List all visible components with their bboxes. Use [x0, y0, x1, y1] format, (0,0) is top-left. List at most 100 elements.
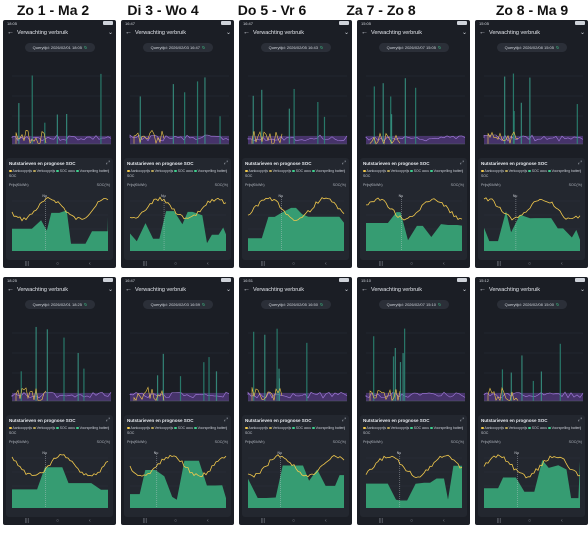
chart-legend: Aankoopprijs Verkoopprijs SOC accu Voors… [245, 169, 347, 179]
back-arrow-icon[interactable]: ← [243, 29, 250, 36]
back-arrow-icon[interactable]: ← [125, 286, 132, 293]
back-icon[interactable]: ‹ [89, 518, 91, 524]
expand-icon[interactable]: ⤢ [223, 417, 228, 423]
now-marker-label: Nu [42, 194, 47, 198]
chevron-down-icon[interactable]: ⌄ [107, 287, 113, 293]
query-time-pill[interactable]: Querytijd: 2026/02/05 16:43 ↻ [261, 43, 331, 52]
back-icon[interactable]: ‹ [325, 261, 327, 267]
chevron-down-icon[interactable]: ⌄ [461, 30, 467, 36]
legend-dot [76, 426, 79, 430]
expand-icon[interactable]: ⤢ [459, 160, 464, 166]
price-trace [15, 387, 47, 401]
refresh-icon[interactable]: ↻ [438, 45, 442, 50]
legend-label: Verkoopprijs [36, 169, 56, 173]
query-time-pill[interactable]: Querytijd: 2026/02/01 18:05 ↻ [25, 43, 95, 52]
back-arrow-icon[interactable]: ← [361, 286, 368, 293]
card-title: Nutstarieven en prognose SOC [127, 418, 194, 423]
expand-icon[interactable]: ⤢ [577, 160, 582, 166]
consumption-spike [35, 326, 37, 401]
recents-icon[interactable]: ||| [25, 261, 29, 267]
chevron-down-icon[interactable]: ⌄ [343, 30, 349, 36]
soc-area [130, 211, 226, 251]
back-icon[interactable]: ‹ [561, 518, 563, 524]
refresh-icon[interactable]: ↻ [556, 45, 560, 50]
home-icon[interactable]: ○ [292, 261, 296, 267]
home-icon[interactable]: ○ [56, 518, 60, 524]
back-arrow-icon[interactable]: ← [479, 286, 486, 293]
refresh-icon[interactable]: ↻ [202, 302, 206, 307]
back-arrow-icon[interactable]: ← [125, 29, 132, 36]
home-icon[interactable]: ○ [292, 518, 296, 524]
recents-icon[interactable]: ||| [497, 518, 501, 524]
home-icon[interactable]: ○ [174, 261, 178, 267]
recents-icon[interactable]: ||| [143, 518, 147, 524]
query-time-pill[interactable]: Querytijd: 2026/02/07 15:05 ↻ [379, 43, 449, 52]
recents-icon[interactable]: ||| [497, 261, 501, 267]
expand-icon[interactable]: ⤢ [341, 160, 346, 166]
back-icon[interactable]: ‹ [207, 261, 209, 267]
refresh-icon[interactable]: ↻ [438, 302, 442, 307]
now-marker-label: Nu [42, 451, 47, 455]
expand-icon[interactable]: ⤢ [105, 160, 110, 166]
query-time-pill[interactable]: Querytijd: 2026/02/05 16:50 ↻ [261, 300, 331, 309]
query-time-pill[interactable]: Querytijd: 2026/02/03 16:59 ↻ [143, 300, 213, 309]
refresh-icon[interactable]: ↻ [556, 302, 560, 307]
expand-icon[interactable]: ⤢ [341, 417, 346, 423]
query-time-pill[interactable]: Querytijd: 2026/02/08 15:00 ↻ [497, 300, 567, 309]
expand-icon[interactable]: ⤢ [577, 417, 582, 423]
chevron-down-icon[interactable]: ⌄ [579, 30, 585, 36]
recents-icon[interactable]: ||| [25, 518, 29, 524]
query-time-pill[interactable]: Querytijd: 2026/02/01 18:25 ↻ [25, 300, 95, 309]
home-icon[interactable]: ○ [174, 518, 178, 524]
recents-icon[interactable]: ||| [143, 261, 147, 267]
refresh-icon[interactable]: ↻ [84, 302, 88, 307]
back-icon[interactable]: ‹ [207, 518, 209, 524]
query-time-pill[interactable]: Querytijd: 2026/02/03 16:47 ↻ [143, 43, 213, 52]
expand-icon[interactable]: ⤢ [105, 417, 110, 423]
home-icon[interactable]: ○ [56, 261, 60, 267]
refresh-icon[interactable]: ↻ [84, 45, 88, 50]
home-icon[interactable]: ○ [410, 261, 414, 267]
back-icon[interactable]: ‹ [561, 261, 563, 267]
chevron-down-icon[interactable]: ⌄ [107, 30, 113, 36]
back-arrow-icon[interactable]: ← [479, 29, 486, 36]
legend-label: Voorspelling batterij SOC [481, 426, 582, 435]
back-arrow-icon[interactable]: ← [243, 286, 250, 293]
right-axis-label: SOC(%) [568, 440, 582, 444]
back-arrow-icon[interactable]: ← [7, 286, 14, 293]
back-icon[interactable]: ‹ [443, 261, 445, 267]
back-arrow-icon[interactable]: ← [361, 29, 368, 36]
expand-icon[interactable]: ⤢ [223, 160, 228, 166]
chart-legend: Aankoopprijs Verkoopprijs SOC accu Voors… [481, 169, 583, 179]
back-arrow-icon[interactable]: ← [7, 29, 14, 36]
consumption-line [247, 391, 348, 399]
right-axis-label: SOC(%) [332, 440, 346, 444]
refresh-icon[interactable]: ↻ [202, 45, 206, 50]
legend-item: Voorspelling batterij SOC [9, 169, 109, 178]
recents-icon[interactable]: ||| [379, 261, 383, 267]
back-icon[interactable]: ‹ [89, 261, 91, 267]
home-icon[interactable]: ○ [528, 261, 532, 267]
recents-icon[interactable]: ||| [261, 518, 265, 524]
tariff-soc-card: Nutstarieven en prognose SOC ⤢ Aankoopprij… [6, 415, 113, 517]
back-icon[interactable]: ‹ [443, 518, 445, 524]
recents-icon[interactable]: ||| [261, 261, 265, 267]
chevron-down-icon[interactable]: ⌄ [225, 287, 231, 293]
recents-icon[interactable]: ||| [379, 518, 383, 524]
consumption-spike [520, 102, 522, 144]
refresh-icon[interactable]: ↻ [320, 302, 324, 307]
consumption-spike [293, 88, 295, 144]
home-icon[interactable]: ○ [410, 518, 414, 524]
chevron-down-icon[interactable]: ⌄ [225, 30, 231, 36]
query-time-pill[interactable]: Querytijd: 2026/02/07 15:10 ↻ [379, 300, 449, 309]
query-time-pill[interactable]: Querytijd: 2026/02/08 15:05 ↻ [497, 43, 567, 52]
consumption-line [11, 391, 112, 399]
chevron-down-icon[interactable]: ⌄ [579, 287, 585, 293]
chevron-down-icon[interactable]: ⌄ [343, 287, 349, 293]
system-nav-bar: ||| ○ ‹ [3, 261, 116, 268]
refresh-icon[interactable]: ↻ [320, 45, 324, 50]
home-icon[interactable]: ○ [528, 518, 532, 524]
back-icon[interactable]: ‹ [325, 518, 327, 524]
chevron-down-icon[interactable]: ⌄ [461, 287, 467, 293]
expand-icon[interactable]: ⤢ [459, 417, 464, 423]
